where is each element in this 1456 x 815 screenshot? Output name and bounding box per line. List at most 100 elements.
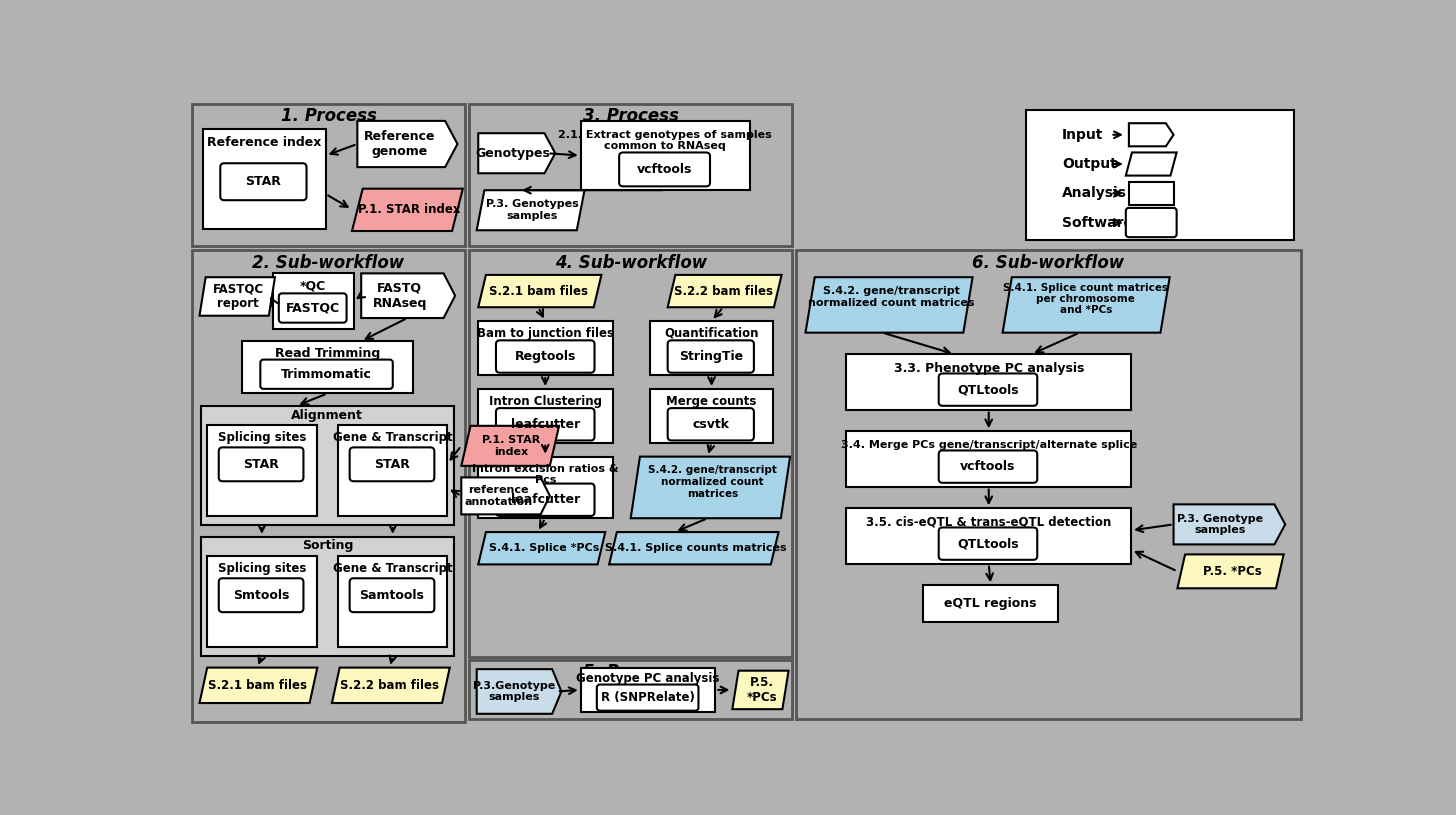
FancyBboxPatch shape [278,293,347,323]
FancyBboxPatch shape [478,456,613,518]
Text: R (SNPRelate): R (SNPRelate) [601,691,695,704]
Text: P.5.
*PCs: P.5. *PCs [747,676,778,704]
FancyBboxPatch shape [201,537,454,656]
Text: P.3. Genotypes
samples: P.3. Genotypes samples [486,200,578,221]
Text: S.4.1. Splice count matrices: S.4.1. Splice count matrices [1003,283,1168,293]
FancyBboxPatch shape [939,527,1037,560]
FancyBboxPatch shape [218,447,303,482]
Polygon shape [478,532,606,565]
FancyBboxPatch shape [923,585,1059,622]
FancyBboxPatch shape [242,341,414,394]
Text: Merge counts: Merge counts [667,394,757,408]
Text: 1. Process: 1. Process [281,108,377,126]
Text: Intron Clustering: Intron Clustering [489,394,603,408]
Text: leafcutter: leafcutter [511,493,579,506]
Polygon shape [732,671,789,709]
Polygon shape [609,532,779,565]
Text: STAR: STAR [374,458,411,471]
Text: FASTQC: FASTQC [285,302,339,315]
Text: 6. Sub-workflow: 6. Sub-workflow [973,253,1124,271]
Text: 3. Process: 3. Process [582,108,678,126]
Text: Sorting: Sorting [301,540,352,553]
Polygon shape [361,273,456,318]
FancyBboxPatch shape [192,250,464,721]
Text: Read Trimming: Read Trimming [275,347,380,360]
Text: Samtools: Samtools [360,588,425,601]
Text: *QC: *QC [300,280,326,293]
Text: Alignment: Alignment [291,408,363,421]
Polygon shape [357,121,457,167]
Polygon shape [1178,554,1284,588]
Polygon shape [1125,152,1176,175]
FancyBboxPatch shape [220,163,307,200]
Polygon shape [805,277,973,333]
Polygon shape [476,669,562,714]
FancyBboxPatch shape [192,104,464,246]
Text: csvtk: csvtk [692,418,729,431]
Text: S.4.1. Splice counts matrices: S.4.1. Splice counts matrices [606,544,786,553]
Text: S.2.2 bam files: S.2.2 bam files [341,679,440,692]
Text: Genotypes: Genotypes [476,147,550,160]
FancyBboxPatch shape [581,667,715,712]
Text: 5. Process: 5. Process [582,663,678,681]
Text: S.2.1 bam files: S.2.1 bam files [208,679,307,692]
Polygon shape [478,275,601,307]
FancyBboxPatch shape [939,373,1037,406]
Text: vcftools: vcftools [636,163,692,176]
Text: QTLtools: QTLtools [957,383,1019,396]
FancyBboxPatch shape [207,556,316,647]
FancyBboxPatch shape [1125,208,1176,237]
Text: S.4.2. gene/transcript: S.4.2. gene/transcript [648,465,776,475]
Polygon shape [1174,504,1286,544]
Polygon shape [462,478,550,514]
FancyBboxPatch shape [272,273,354,328]
FancyBboxPatch shape [349,579,434,612]
FancyBboxPatch shape [581,121,750,190]
Text: Splicing sites: Splicing sites [218,562,306,575]
FancyBboxPatch shape [597,685,699,711]
Text: Software: Software [1061,215,1133,230]
Text: P.1. STAR index: P.1. STAR index [358,203,462,216]
Text: FASTQC
report: FASTQC report [213,283,264,311]
Text: Output: Output [1061,157,1117,171]
Text: 2.1. Extract genotypes of samples: 2.1. Extract genotypes of samples [559,130,772,139]
Text: S.4.1. Splice *PCs: S.4.1. Splice *PCs [489,544,598,553]
FancyBboxPatch shape [796,250,1300,719]
FancyBboxPatch shape [201,406,454,525]
FancyBboxPatch shape [846,355,1131,410]
FancyBboxPatch shape [478,321,613,375]
Polygon shape [1128,123,1174,147]
Text: reference
annotation: reference annotation [464,485,533,507]
FancyBboxPatch shape [202,129,326,229]
Polygon shape [332,667,450,703]
FancyBboxPatch shape [496,483,594,516]
Text: Reference
genome: Reference genome [364,130,435,158]
FancyBboxPatch shape [496,341,594,372]
FancyBboxPatch shape [349,447,434,482]
Text: Splicing sites: Splicing sites [218,431,306,444]
FancyBboxPatch shape [469,104,792,246]
Text: Gene & Transcript: Gene & Transcript [333,562,453,575]
FancyBboxPatch shape [649,389,773,443]
Polygon shape [668,275,782,307]
Text: QTLtools: QTLtools [957,537,1019,550]
Text: Regtools: Regtools [514,350,577,363]
Text: STAR: STAR [246,175,281,188]
Polygon shape [199,667,317,703]
Polygon shape [199,277,275,315]
Text: S.2.2 bam files: S.2.2 bam files [674,284,773,297]
FancyBboxPatch shape [846,509,1131,564]
Text: Pcs: Pcs [534,474,556,485]
FancyBboxPatch shape [338,556,447,647]
FancyBboxPatch shape [338,425,447,516]
Text: common to RNAseq: common to RNAseq [604,140,727,151]
Text: matrices: matrices [687,488,738,499]
Polygon shape [462,425,559,466]
Text: FASTQ
RNAseq: FASTQ RNAseq [373,282,427,310]
Text: Genotype PC analysis: Genotype PC analysis [577,672,719,685]
Text: normalized count: normalized count [661,477,763,487]
FancyBboxPatch shape [469,250,792,657]
FancyBboxPatch shape [207,425,316,516]
Text: vcftools: vcftools [961,460,1016,474]
FancyBboxPatch shape [668,408,754,440]
